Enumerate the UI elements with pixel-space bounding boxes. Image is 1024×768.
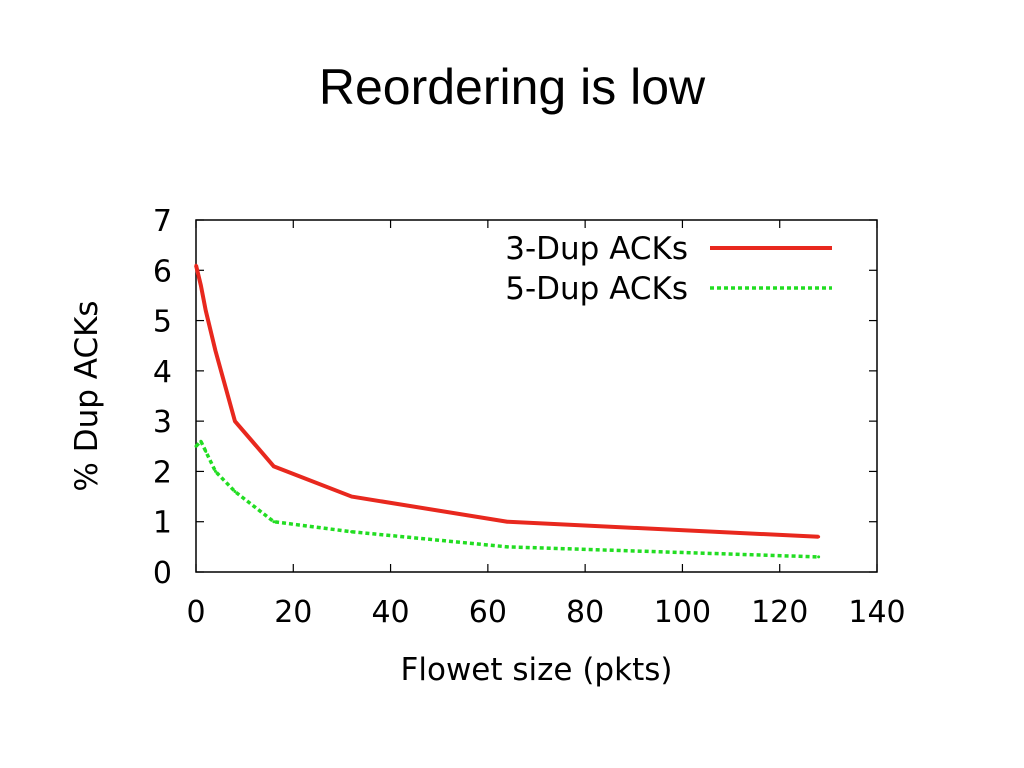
data-point-series-1 <box>233 419 237 423</box>
data-point-series-1 <box>272 464 276 468</box>
data-point-series-2 <box>233 490 237 494</box>
x-tick-label: 20 <box>274 595 312 630</box>
x-tick-label: 140 <box>848 595 905 630</box>
data-point-series-1 <box>817 535 821 539</box>
y-tick-label: 6 <box>153 254 172 289</box>
data-point-series-2 <box>204 449 208 453</box>
data-point-series-2 <box>199 439 203 443</box>
data-point-series-2 <box>213 469 217 473</box>
plot-frame <box>195 219 878 573</box>
x-tick-label: 60 <box>469 595 507 630</box>
data-point-series-1 <box>213 349 217 353</box>
y-tick-label: 4 <box>153 355 172 390</box>
y-tick-label: 7 <box>153 204 172 239</box>
y-axis-label: % Dup ACKs <box>69 300 105 491</box>
x-tick-label: 120 <box>751 595 808 630</box>
x-axis-label: Flowet size (pkts) <box>401 652 673 688</box>
data-point-series-2 <box>272 520 276 524</box>
data-point-series-2 <box>194 444 198 448</box>
x-tick-label: 0 <box>186 595 205 630</box>
x-tick-label: 80 <box>566 595 604 630</box>
data-point-series-1 <box>199 283 203 287</box>
x-tick-label: 40 <box>371 595 409 630</box>
y-tick-label: 2 <box>153 455 172 490</box>
y-tick-label: 1 <box>153 506 172 541</box>
legend-label: 3-Dup ACKs <box>505 231 688 267</box>
data-point-series-1 <box>204 309 208 313</box>
data-point-series-2 <box>505 545 509 549</box>
data-point-series-1 <box>194 263 198 267</box>
slide-title: Reordering is low <box>318 59 706 115</box>
data-point-series-1 <box>350 495 354 499</box>
x-tick-label: 100 <box>654 595 711 630</box>
y-tick-label: 5 <box>153 305 172 340</box>
data-point-series-2 <box>350 530 354 534</box>
data-point-series-2 <box>817 555 821 559</box>
legend-label: 5-Dup ACKs <box>505 271 688 307</box>
y-tick-label: 0 <box>153 556 172 591</box>
y-tick-label: 3 <box>153 405 172 440</box>
data-point-series-1 <box>505 520 509 524</box>
series-line-2 <box>194 439 819 559</box>
